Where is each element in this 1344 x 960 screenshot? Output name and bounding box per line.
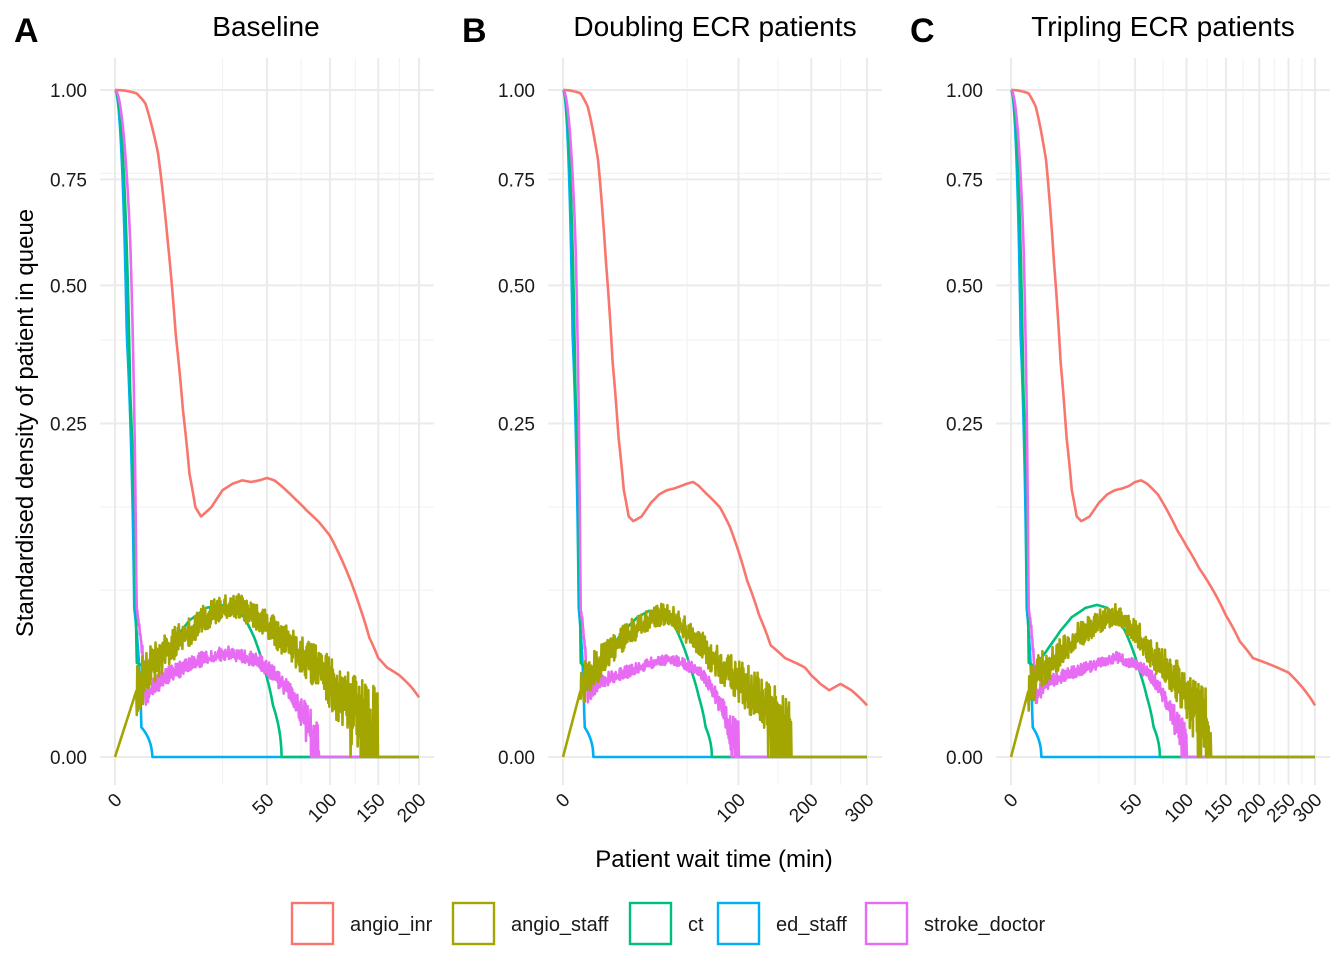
y-tick-label: 0.25	[50, 415, 87, 436]
y-tick-label: 0.50	[946, 276, 983, 297]
legend: angio_inr angio_staff ct ed_staff stroke_doc…	[290, 901, 1046, 946]
legend-item-ct: ct	[628, 901, 704, 946]
panel-tag: C	[910, 12, 935, 50]
series-line-angio-inr	[562, 88, 868, 707]
series-line-angio-staff	[1009, 602, 1316, 759]
y-tick-label: 1.00	[50, 81, 87, 102]
x-tick-label: 150	[353, 790, 390, 827]
x-tick-label: 300	[1289, 790, 1326, 827]
panel-title: Baseline	[212, 11, 319, 42]
x-tick-label: 0	[552, 790, 574, 812]
x-tick-label: 150	[1200, 790, 1237, 827]
legend-item-stroke-doctor: stroke_doctor	[864, 901, 1046, 946]
legend-key	[864, 901, 909, 946]
panel-tag: A	[14, 12, 39, 50]
legend-label: angio_inr	[350, 914, 433, 936]
y-tick-label: 1.00	[946, 81, 983, 102]
y-tick-label: 0.25	[946, 415, 983, 436]
legend-key	[290, 901, 335, 946]
y-tick-label: 0.00	[946, 748, 983, 769]
series-line-angio-staff	[113, 593, 420, 759]
x-tick-label: 200	[1233, 790, 1270, 827]
series-line-angio-inr	[1010, 88, 1317, 706]
x-tick-label: 100	[713, 790, 750, 827]
panels: 0.000.250.500.751.000 50 100 150 200Baseline…	[14, 11, 1330, 827]
y-tick-label: 0.25	[498, 415, 535, 436]
panel-tag: B	[462, 12, 487, 50]
panel-title: Tripling ECR patients	[1031, 11, 1295, 42]
legend-key	[716, 901, 761, 946]
series-line-angio-inr	[114, 88, 421, 699]
x-tick-label: 0	[104, 790, 126, 812]
y-tick-label: 0.75	[498, 170, 535, 191]
legend-item-angio-staff: angio_staff	[451, 901, 609, 946]
y-tick-label: 0.50	[498, 276, 535, 297]
legend-key	[628, 901, 673, 946]
y-tick-label: 0.75	[946, 170, 983, 191]
legend-item-ed-staff: ed_staff	[716, 901, 847, 946]
legend-key	[451, 901, 496, 946]
panel-c: 0.000.250.500.751.000 50 100 150200250300Tr…	[910, 11, 1330, 827]
y-tick-label: 1.00	[498, 81, 535, 102]
legend-item-angio-inr: angio_inr	[290, 901, 433, 946]
x-tick-label: 100	[1161, 790, 1198, 827]
x-tick-label: 50	[1117, 790, 1147, 820]
x-tick-label: 0	[1000, 790, 1022, 812]
y-tick-label: 0.00	[498, 748, 535, 769]
x-tick-label: 200	[393, 790, 430, 827]
panel-title: Doubling ECR patients	[573, 11, 856, 42]
y-tick-label: 0.50	[50, 276, 87, 297]
x-tick-label: 200	[785, 790, 822, 827]
x-axis-label: Patient wait time (min)	[595, 846, 832, 873]
y-tick-label: 0.00	[50, 748, 87, 769]
legend-label: ed_staff	[776, 914, 847, 936]
legend-label: angio_staff	[511, 914, 609, 936]
x-tick-label: 50	[249, 790, 279, 820]
x-tick-label: 100	[304, 790, 341, 827]
panel-b: 0.00 0.25 0.50 0.75 1.00 0 100 200 300 Doubling E…	[462, 11, 882, 827]
legend-label: ct	[688, 914, 704, 936]
y-tick-label: 0.75	[50, 170, 87, 191]
x-tick-label: 300	[841, 790, 878, 827]
series-line-angio-staff	[561, 602, 868, 759]
legend-label: stroke_doctor	[924, 914, 1046, 936]
y-axis-label: Standardised density of patient in queue	[12, 209, 39, 637]
panel-a: 0.00 0.25 0.50 0.75 1.00 0 50 100 150 200 Baseline…	[14, 11, 434, 827]
